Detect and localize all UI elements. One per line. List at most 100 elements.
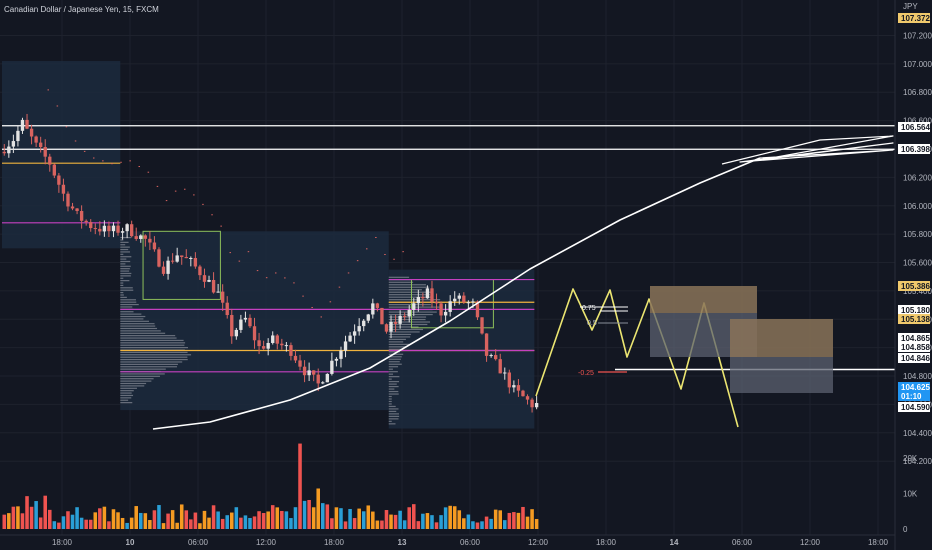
volume-bar	[398, 510, 402, 529]
candle-body	[512, 385, 516, 388]
price-tick-label: 107.000	[903, 60, 932, 69]
profile-bar	[388, 311, 437, 313]
profile-bar	[388, 284, 426, 286]
volume-bar	[107, 521, 111, 529]
candle-body	[398, 315, 402, 324]
volume-bar	[489, 518, 493, 529]
price-tick-label: 106.000	[903, 202, 932, 211]
profile-bar	[120, 313, 142, 315]
trail-dot	[202, 203, 204, 205]
profile-bar	[120, 373, 165, 375]
trail-dot	[129, 160, 131, 162]
profile-bar	[120, 265, 131, 267]
price-candles	[2, 113, 539, 413]
trail-dot	[229, 252, 231, 254]
volume-bar	[261, 513, 266, 529]
profile-bar	[120, 236, 132, 239]
volume-bar	[225, 515, 229, 529]
profile-bar	[120, 315, 146, 318]
candle-body	[407, 309, 411, 317]
volume-bar	[462, 518, 466, 529]
profile-bar	[388, 383, 397, 385]
target-box	[650, 286, 757, 313]
price-tag	[898, 333, 930, 343]
profile-bar	[120, 356, 188, 358]
candle-body	[161, 266, 166, 274]
profile-bar	[388, 388, 395, 390]
trail-dot	[265, 277, 268, 279]
profile-bar	[388, 306, 443, 308]
profile-bar	[388, 381, 400, 383]
volume-bar	[111, 509, 116, 529]
candle-body	[298, 360, 302, 367]
time-tick-label: 14	[670, 538, 679, 547]
volume-bar	[275, 507, 280, 529]
candle-body	[321, 382, 325, 384]
volume-bar	[484, 516, 489, 529]
price-tag-label: 105.138	[901, 315, 930, 324]
candle-body	[366, 314, 370, 321]
volume-bar	[211, 505, 216, 529]
profile-bar	[120, 323, 155, 325]
candle-body	[102, 225, 107, 232]
trail-dot	[184, 188, 186, 190]
volume-bar	[412, 504, 416, 529]
volume-bar	[343, 521, 348, 529]
price-tick-label: 106.600	[903, 117, 932, 126]
trail-dot	[320, 316, 322, 318]
price-axis-panel[interactable]	[895, 0, 932, 550]
candle-body	[530, 399, 534, 408]
trail-dot	[284, 277, 286, 279]
candle-body	[130, 224, 134, 237]
profile-bar	[388, 351, 400, 353]
trail-dot	[147, 171, 150, 173]
volume-bar	[452, 506, 457, 529]
volume-bar	[252, 516, 257, 529]
candle-body	[248, 317, 252, 327]
profile-bar	[388, 304, 431, 306]
volume-bar	[270, 505, 275, 529]
volume-bar	[34, 501, 38, 529]
volume-bar	[61, 516, 66, 529]
value-area-zone	[388, 269, 535, 429]
profile-bar	[120, 385, 145, 387]
candle-body	[70, 206, 75, 209]
volume-bar	[298, 443, 302, 529]
candle-body	[189, 257, 193, 259]
candle-body	[457, 295, 461, 299]
time-tick-label: 12:00	[528, 538, 549, 547]
trail-dot	[138, 166, 140, 168]
candle-body	[75, 208, 79, 212]
candle-body	[521, 390, 525, 397]
profile-bar	[120, 397, 132, 399]
trail-dot	[393, 258, 395, 260]
volume-bar	[521, 506, 525, 529]
price-tick-label: 104.800	[903, 372, 932, 381]
profile-bar	[388, 371, 398, 373]
volume-bar	[38, 517, 43, 529]
trail-dot	[56, 105, 59, 107]
volume-bar	[512, 512, 516, 529]
profile-bar	[388, 348, 404, 350]
price-tag	[898, 342, 930, 352]
profile-bar	[120, 330, 161, 332]
price-tag-label: 104.846	[901, 354, 930, 363]
price-tag-label: 107.372	[901, 14, 930, 23]
volume-bar	[70, 514, 75, 529]
volume-bar	[516, 512, 521, 529]
volume-bar	[170, 510, 175, 529]
profile-bar	[388, 333, 412, 336]
time-axis[interactable]: 18:00 10 06:00 12:00 18:00 13 06:00 12:00 18:00 1…	[52, 538, 889, 547]
price-tag-label: 104.858	[901, 343, 930, 352]
profile-bar	[120, 387, 137, 389]
profile-bar	[120, 378, 154, 380]
volume-bar	[48, 509, 52, 529]
profile-bar	[120, 306, 133, 308]
price-tick-label: 104.200	[903, 457, 932, 466]
profile-bar	[388, 400, 392, 403]
profile-bar	[120, 318, 144, 320]
volume-bar	[98, 508, 102, 529]
profile-bar	[388, 410, 397, 413]
trail-dot	[211, 214, 213, 216]
